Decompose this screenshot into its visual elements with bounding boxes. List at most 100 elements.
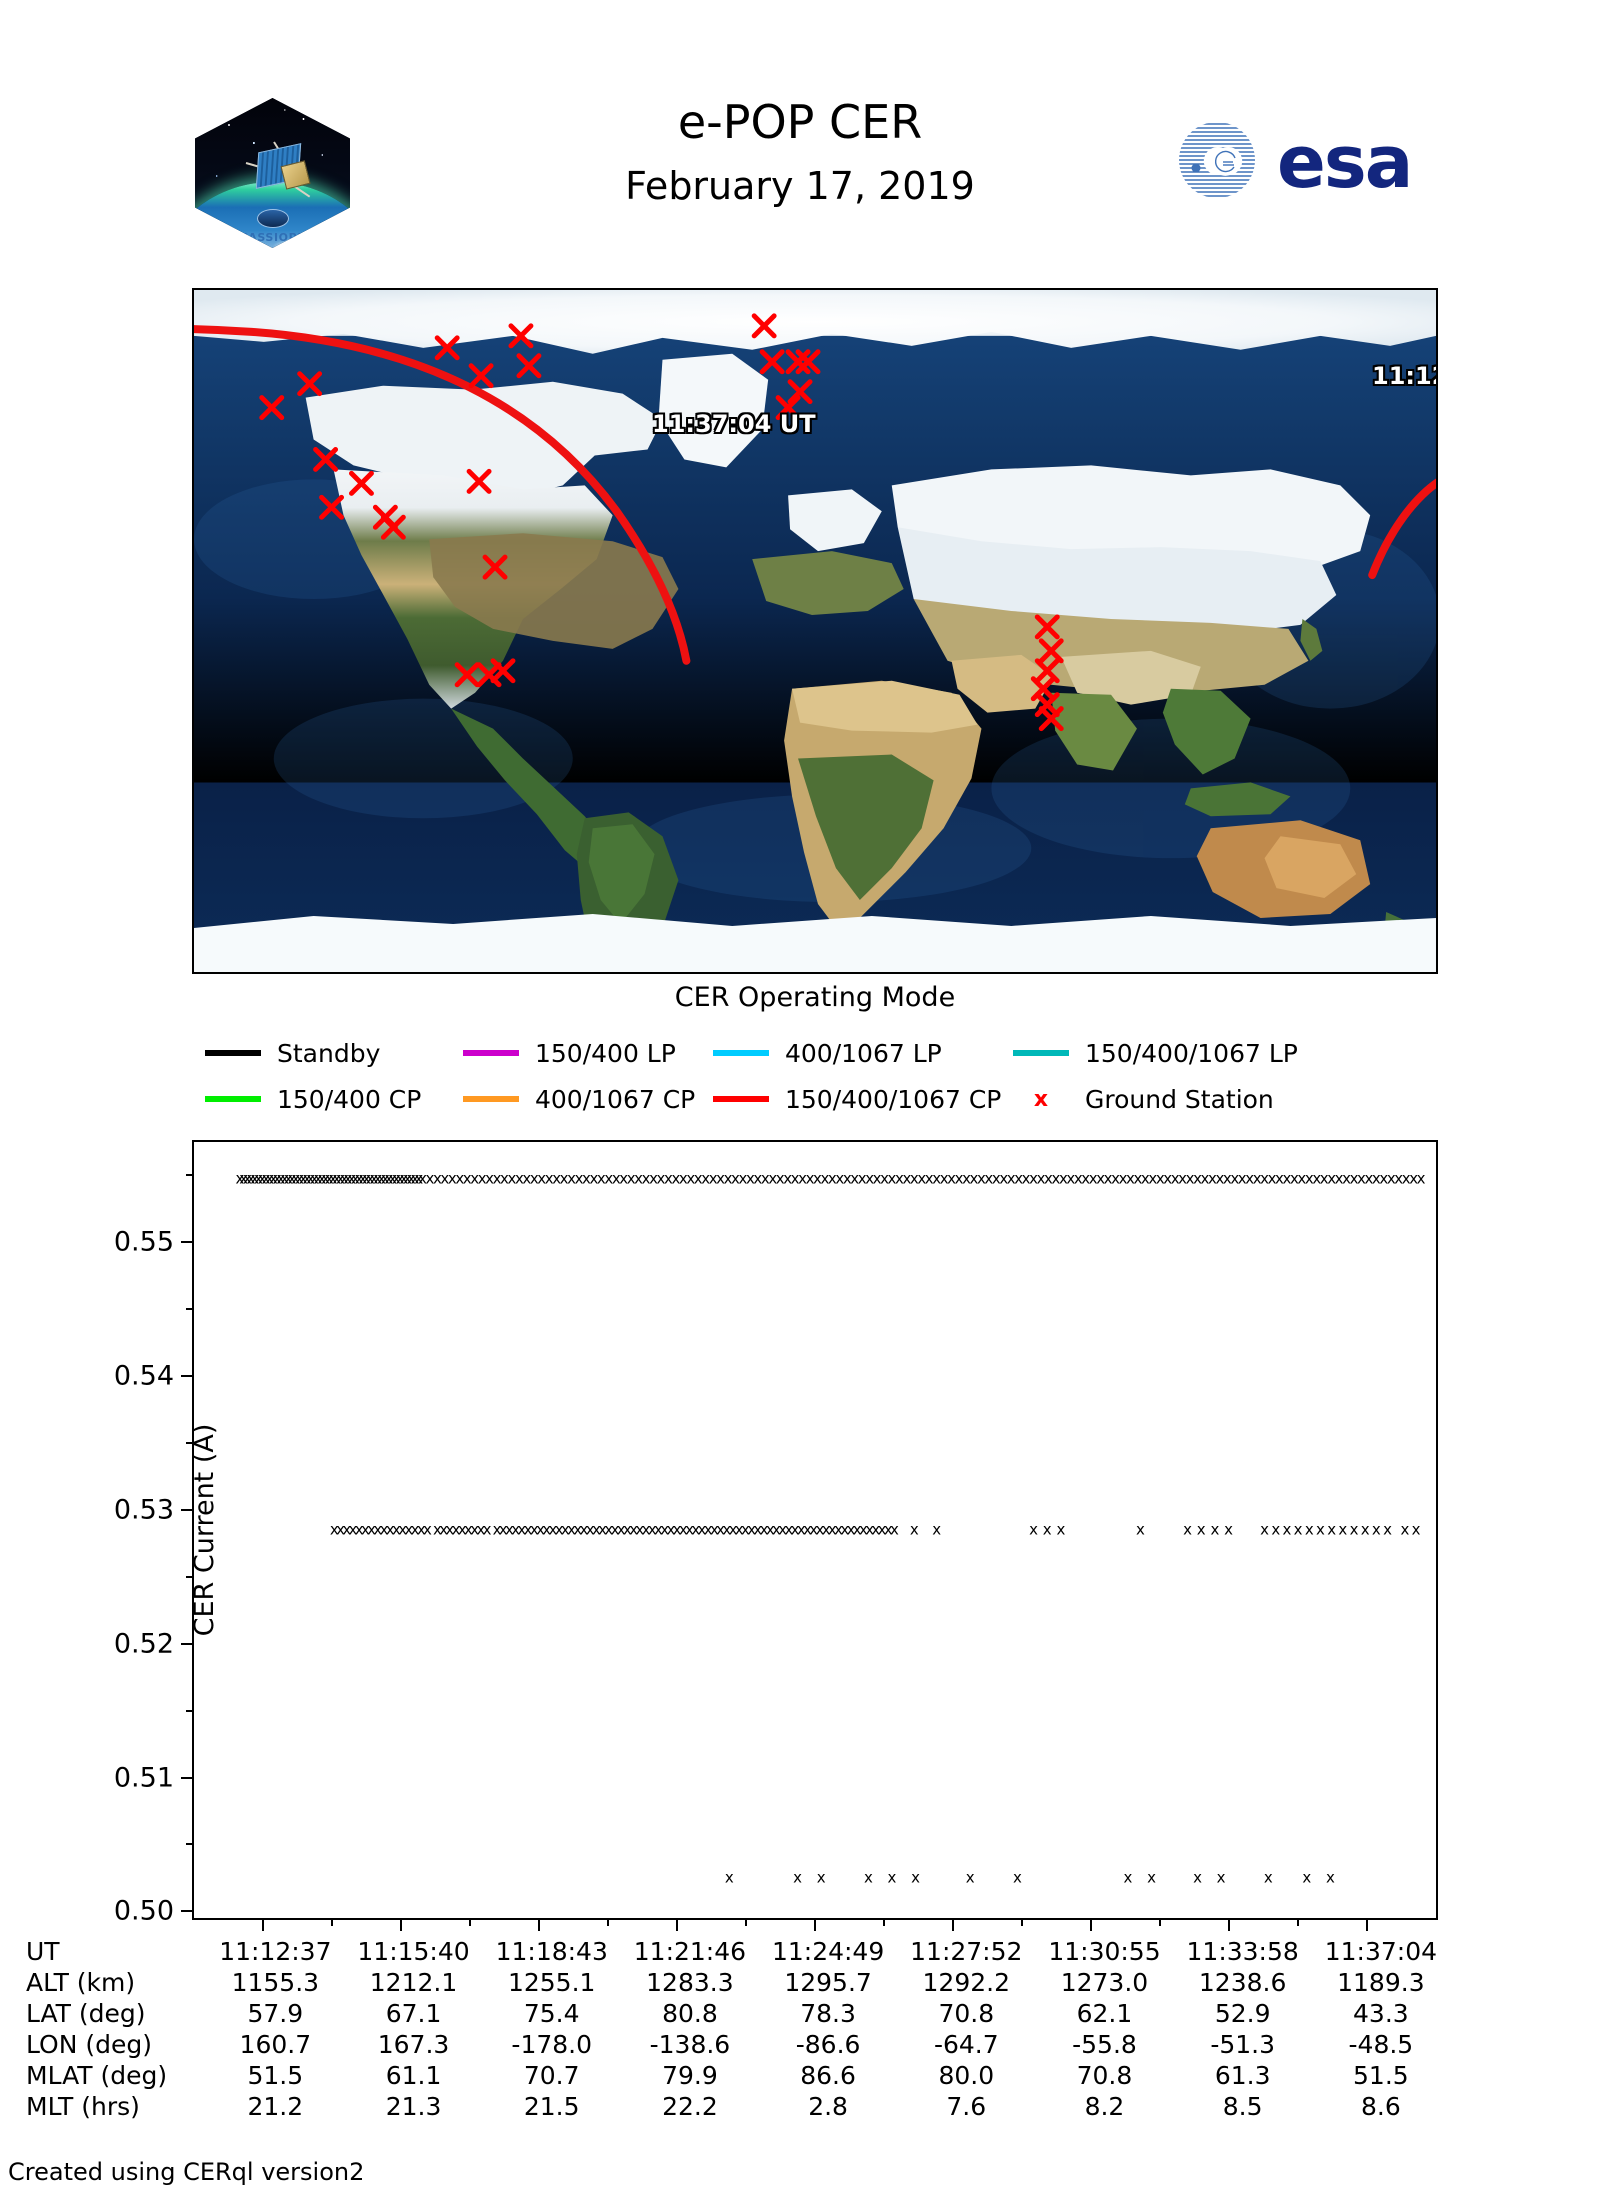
data-point-marker: x bbox=[969, 1169, 979, 1188]
data-point-marker: x bbox=[872, 1169, 882, 1188]
data-point-marker: x bbox=[384, 1169, 394, 1188]
data-point-marker: x bbox=[498, 1520, 508, 1539]
data-point-marker: x bbox=[239, 1169, 249, 1188]
data-point-marker: x bbox=[567, 1520, 576, 1539]
data-point-marker: x bbox=[385, 1520, 395, 1539]
legend-item[interactable]: 150/400/1067 LP bbox=[1013, 1039, 1343, 1068]
data-point-marker: x bbox=[1349, 1169, 1359, 1188]
data-point-marker: x bbox=[1282, 1169, 1292, 1188]
data-point-marker: x bbox=[865, 1169, 875, 1188]
data-point-marker: x bbox=[635, 1520, 645, 1539]
data-point-marker: x bbox=[447, 1169, 457, 1188]
data-point-marker: x bbox=[235, 1169, 245, 1188]
table-cell: 80.8 bbox=[662, 1999, 718, 2028]
x-axis-minor-tick bbox=[469, 1918, 471, 1926]
cassiope-logo-label: CASSIOPE bbox=[239, 231, 306, 244]
data-point-marker: x bbox=[1044, 1169, 1053, 1188]
legend-item[interactable]: x Ground Station bbox=[1013, 1085, 1343, 1114]
data-point-marker: x bbox=[616, 1520, 626, 1539]
table-cell: 57.9 bbox=[247, 1999, 304, 2028]
table-cell: 70.8 bbox=[1076, 2061, 1133, 2090]
legend-item[interactable]: 150/400 CP bbox=[205, 1085, 463, 1114]
data-point-marker: x bbox=[947, 1169, 957, 1188]
data-point-marker: x bbox=[1088, 1169, 1098, 1188]
data-point-marker: x bbox=[809, 1520, 819, 1539]
data-point-marker: x bbox=[529, 1169, 539, 1188]
data-point-marker: x bbox=[269, 1169, 278, 1188]
table-cell: 1155.3 bbox=[231, 1968, 320, 1997]
table-cell: 51.5 bbox=[1353, 2061, 1409, 2090]
data-point-marker: x bbox=[373, 1169, 383, 1188]
data-point-marker: x bbox=[793, 1868, 803, 1887]
legend-item[interactable]: Standby bbox=[205, 1039, 463, 1068]
x-axis-tick bbox=[1366, 1918, 1368, 1931]
data-point-marker: x bbox=[559, 1169, 569, 1188]
x-axis-tick bbox=[400, 1918, 402, 1931]
y-axis-minor-tick bbox=[186, 1709, 194, 1712]
legend-item[interactable]: 150/400/1067 CP bbox=[713, 1085, 1013, 1114]
data-point-marker: x bbox=[579, 1520, 589, 1539]
data-point-marker: x bbox=[932, 1520, 942, 1539]
data-point-marker: x bbox=[663, 1169, 673, 1188]
data-point-marker: x bbox=[1293, 1520, 1303, 1539]
data-point-marker: x bbox=[283, 1169, 293, 1188]
data-point-marker: x bbox=[691, 1520, 701, 1539]
cer-current-plot[interactable]: CER Current (A) 0.50 0.51 0.52 0.53 0.54 0.55… bbox=[114, 1140, 1438, 1931]
data-point-marker: x bbox=[1416, 1169, 1426, 1188]
x-axis-minor-tick bbox=[745, 1918, 747, 1926]
table-cell: 11:27:52 bbox=[910, 1937, 1023, 1966]
data-point-marker: x bbox=[820, 1169, 830, 1188]
data-point-marker: x bbox=[1215, 1169, 1225, 1188]
table-cell: 11:18:43 bbox=[495, 1937, 608, 1966]
legend-item[interactable]: 150/400 LP bbox=[463, 1039, 713, 1068]
legend-color-swatch bbox=[463, 1050, 519, 1056]
map-caption: CER Operating Mode bbox=[674, 982, 956, 1013]
data-point-marker: x bbox=[351, 1169, 360, 1188]
data-point-marker: x bbox=[287, 1169, 297, 1188]
table-cell: 70.7 bbox=[523, 2061, 580, 2090]
logo-badge bbox=[256, 209, 289, 228]
y-axis-tick bbox=[181, 1776, 194, 1779]
data-point-marker: x bbox=[367, 1520, 377, 1539]
data-point-marker: x bbox=[1275, 1169, 1284, 1188]
data-point-marker: x bbox=[649, 1169, 658, 1188]
data-point-marker: x bbox=[954, 1169, 964, 1188]
data-point-marker: x bbox=[317, 1169, 327, 1188]
data-point-marker: x bbox=[678, 1520, 688, 1539]
table-cell: 167.3 bbox=[377, 2030, 450, 2059]
data-point-marker: x bbox=[347, 1169, 357, 1188]
data-point-marker: x bbox=[1386, 1169, 1396, 1188]
data-point-marker: x bbox=[470, 1520, 480, 1539]
world-map-panel[interactable]: 11:37:04 UT 11:12:37 UT bbox=[192, 288, 1438, 974]
data-point-marker: x bbox=[1304, 1169, 1314, 1188]
data-point-marker: x bbox=[336, 1520, 345, 1539]
data-point-marker: x bbox=[693, 1169, 703, 1188]
data-point-marker: x bbox=[1260, 1520, 1270, 1539]
data-point-marker: x bbox=[827, 1520, 837, 1539]
x-axis-tick bbox=[952, 1918, 954, 1931]
data-point-marker: x bbox=[246, 1169, 256, 1188]
data-point-marker: x bbox=[1051, 1169, 1061, 1188]
table-cell: 2.8 bbox=[808, 2092, 848, 2121]
legend-label: 150/400 CP bbox=[277, 1084, 422, 1114]
legend-row: Standby 150/400 LP 400/1067 LP 150/400/1067… bbox=[205, 1030, 1435, 1076]
y-axis-tick bbox=[181, 1375, 194, 1378]
data-point-marker: x bbox=[728, 1520, 738, 1539]
data-point-marker: x bbox=[298, 1169, 308, 1188]
data-point-marker: x bbox=[464, 1520, 473, 1539]
data-point-marker: x bbox=[500, 1169, 509, 1188]
data-point-marker: x bbox=[1271, 1520, 1281, 1539]
data-point-marker: x bbox=[377, 1169, 386, 1188]
data-point-marker: x bbox=[939, 1169, 949, 1188]
data-point-marker: x bbox=[895, 1169, 904, 1188]
data-point-marker: x bbox=[962, 1169, 971, 1188]
legend-item[interactable]: 400/1067 CP bbox=[463, 1085, 713, 1114]
data-point-marker: x bbox=[324, 1169, 334, 1188]
legend-item[interactable]: 400/1067 LP bbox=[713, 1039, 1013, 1068]
y-axis-tick-label: 0.55 bbox=[113, 1226, 174, 1258]
data-point-marker: x bbox=[1210, 1520, 1220, 1539]
data-point-marker: x bbox=[641, 1520, 651, 1539]
data-point-marker: x bbox=[1123, 1868, 1133, 1887]
page-date: February 17, 2019 bbox=[625, 164, 975, 208]
data-point-marker: x bbox=[909, 1169, 919, 1188]
